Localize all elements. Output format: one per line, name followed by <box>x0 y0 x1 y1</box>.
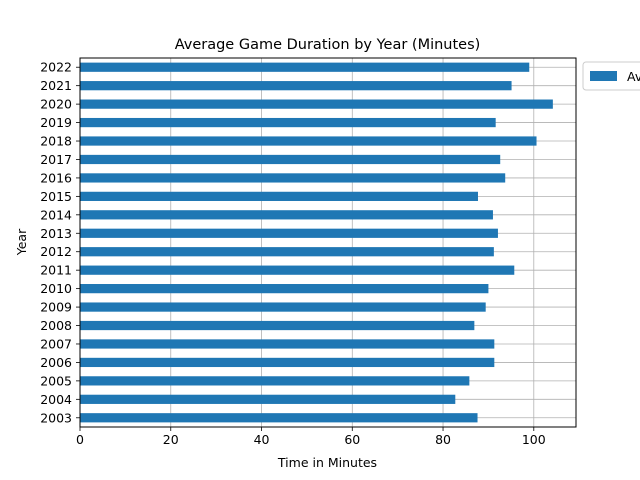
y-tick-label: 2007 <box>40 336 72 351</box>
bar <box>80 99 553 109</box>
bar <box>80 117 496 128</box>
bar <box>80 357 495 368</box>
y-tick-label: 2006 <box>40 355 72 370</box>
y-tick-label: 2019 <box>40 115 72 130</box>
legend: Av <box>582 61 640 91</box>
bar <box>80 228 498 238</box>
bar <box>80 81 512 91</box>
bar <box>80 394 456 404</box>
y-axis-label: Year <box>14 228 29 256</box>
y-tick-label: 2016 <box>40 170 72 185</box>
chart-title: Average Game Duration by Year (Minutes) <box>175 37 481 53</box>
bar <box>80 154 501 165</box>
bar <box>80 284 489 294</box>
y-tick-label: 2021 <box>40 78 72 93</box>
y-tick-label: 2011 <box>40 263 72 278</box>
bar <box>80 265 515 275</box>
x-tick-label: 80 <box>435 432 451 447</box>
bar <box>80 302 486 312</box>
bar <box>80 136 537 146</box>
y-tick-label: 2017 <box>40 152 72 167</box>
x-tick-label: 100 <box>522 432 546 447</box>
plot-frame <box>79 57 577 428</box>
y-tick-label: 2012 <box>40 244 72 259</box>
x-axis-ticks: 0 20 40 60 80 100 <box>76 427 546 447</box>
x-tick-label: 20 <box>163 432 179 447</box>
y-tick-label: 2004 <box>40 392 72 407</box>
bar <box>80 247 494 257</box>
y-tick-label: 2020 <box>40 97 72 112</box>
bars <box>80 62 553 423</box>
y-tick-label: 2005 <box>40 373 72 388</box>
x-tick-label: 60 <box>344 432 360 447</box>
x-tick-label: 0 <box>76 432 84 447</box>
bar <box>80 210 493 220</box>
bar <box>80 413 478 423</box>
y-tick-label: 2008 <box>40 318 72 333</box>
bar <box>80 62 530 72</box>
y-tick-label: 2022 <box>40 60 72 75</box>
bar <box>80 339 495 349</box>
y-tick-label: 2003 <box>40 410 72 425</box>
bar <box>80 320 475 331</box>
legend-label: Av <box>627 69 640 84</box>
y-tick-label: 2010 <box>40 281 72 296</box>
y-tick-label: 2009 <box>40 300 72 315</box>
bar <box>80 173 506 183</box>
legend-swatch <box>590 71 617 81</box>
y-tick-label: 2013 <box>40 226 72 241</box>
y-axis-ticks: 2003 2004 2005 2006 2007 2008 2009 2010 2011 2012… <box>40 60 80 425</box>
x-axis-label: Time in Minutes <box>277 455 377 470</box>
bar <box>80 191 478 201</box>
bar <box>80 376 470 386</box>
x-tick-label: 40 <box>254 432 270 447</box>
y-tick-label: 2014 <box>40 207 72 222</box>
y-tick-label: 2018 <box>40 134 72 149</box>
y-tick-label: 2015 <box>40 189 72 204</box>
